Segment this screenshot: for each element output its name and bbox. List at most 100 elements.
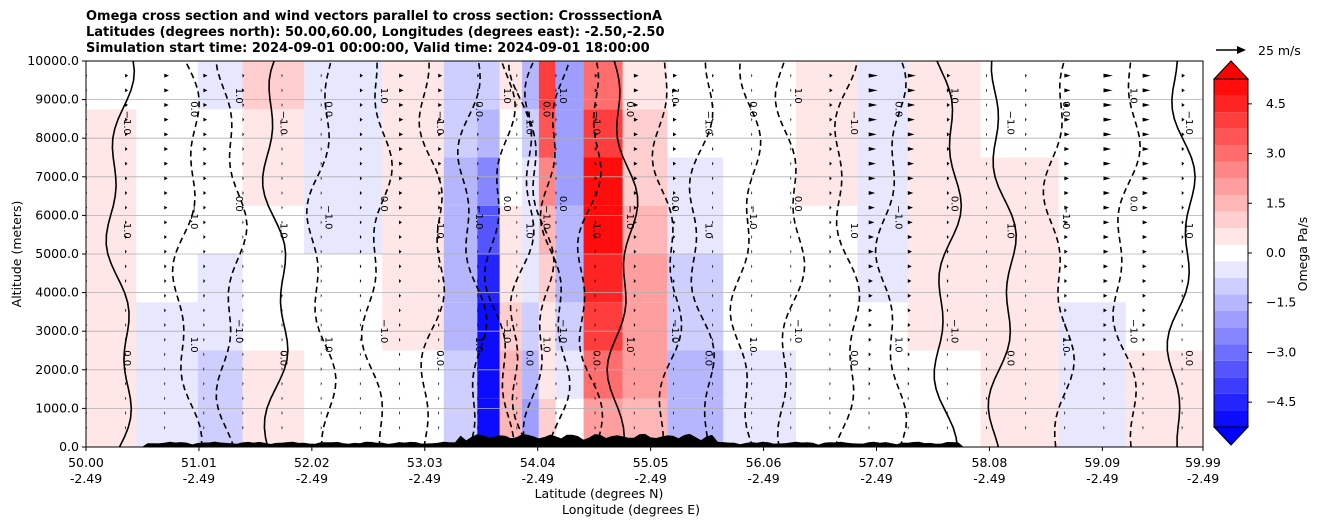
wind-vector bbox=[1142, 337, 1145, 342]
omega-cell bbox=[382, 398, 444, 447]
wind-vector bbox=[203, 352, 205, 357]
wind-vector bbox=[516, 264, 518, 269]
wind-vector bbox=[868, 73, 879, 78]
title-line-1: Omega cross section and wind vectors par… bbox=[86, 9, 663, 24]
contour-label: −1.0 bbox=[473, 205, 484, 229]
wind-vector bbox=[751, 249, 753, 254]
omega-cell bbox=[583, 205, 623, 254]
wind-vector bbox=[399, 147, 403, 152]
contour-label: 1.0 bbox=[1060, 337, 1071, 353]
wind-vector bbox=[1103, 264, 1109, 269]
wind-vector bbox=[633, 323, 636, 328]
wind-vector bbox=[1025, 191, 1027, 196]
wind-vector bbox=[281, 132, 283, 137]
colorbar-segment bbox=[1214, 145, 1248, 162]
wind-vector bbox=[1103, 176, 1111, 181]
wind-vector bbox=[712, 264, 714, 269]
wind-vector bbox=[281, 337, 283, 342]
wind-vector bbox=[712, 176, 714, 181]
x-tick-label-lon: -2.49 bbox=[296, 471, 328, 486]
wind-vector bbox=[986, 88, 988, 93]
wind-vector bbox=[555, 264, 557, 269]
omega-cell bbox=[86, 157, 137, 206]
wind-vector bbox=[1064, 132, 1070, 137]
wind-vector bbox=[673, 337, 675, 342]
wind-vector bbox=[125, 279, 127, 284]
wind-vector bbox=[986, 117, 988, 122]
wind-vector bbox=[477, 425, 479, 430]
contour-label: 1.0 bbox=[948, 88, 959, 104]
wind-vector bbox=[946, 176, 950, 181]
wind-vector bbox=[1142, 411, 1144, 416]
x-tick-label-lat: 58.08 bbox=[972, 455, 1008, 470]
wind-vector bbox=[242, 337, 244, 342]
wind-vector bbox=[399, 176, 403, 181]
wind-vector bbox=[320, 103, 322, 108]
wind-vector bbox=[516, 132, 518, 137]
omega-cell bbox=[522, 157, 539, 206]
x-axis: 50.00-2.4951.01-2.4952.02-2.4953.03-2.49… bbox=[68, 447, 1221, 486]
wind-vector bbox=[203, 73, 208, 78]
wind-vector bbox=[125, 176, 128, 181]
wind-vector bbox=[673, 205, 676, 210]
wind-vector bbox=[946, 279, 949, 284]
contour-label: 1.0 bbox=[669, 88, 680, 104]
wind-vector bbox=[399, 235, 402, 240]
colorbar-segment bbox=[1214, 261, 1248, 278]
contour-line bbox=[576, 61, 604, 447]
wind-vector bbox=[829, 176, 832, 181]
wind-vector bbox=[790, 308, 792, 313]
omega-cell bbox=[980, 350, 1059, 399]
wind-vector bbox=[242, 367, 244, 372]
wind-vector bbox=[868, 425, 870, 430]
wind-vector bbox=[790, 381, 792, 386]
wind-vector bbox=[477, 264, 479, 269]
wind-vector bbox=[868, 411, 870, 416]
contour-label: 1.0 bbox=[747, 337, 758, 353]
y-tick-label: 6000.0 bbox=[35, 207, 79, 222]
wind-vector bbox=[946, 220, 949, 225]
omega-cell bbox=[723, 254, 797, 303]
wind-vector bbox=[673, 367, 675, 372]
wind-vector bbox=[594, 117, 598, 122]
contour-label: −1.0 bbox=[792, 319, 803, 343]
wind-vector bbox=[946, 264, 949, 269]
omega-cell bbox=[304, 254, 383, 303]
contour-label: 1.0 bbox=[848, 223, 859, 239]
wind-vector bbox=[751, 367, 753, 372]
wind-vector bbox=[1142, 220, 1148, 225]
contour-label: −1.0 bbox=[948, 319, 959, 343]
wind-vector bbox=[1103, 249, 1109, 254]
y-tick-label: 5000.0 bbox=[35, 246, 79, 261]
wind-vector bbox=[907, 103, 916, 108]
omega-cell bbox=[622, 157, 668, 206]
wind-vector bbox=[673, 352, 675, 357]
wind-vector bbox=[751, 308, 753, 313]
wind-vector bbox=[790, 337, 792, 342]
wind-vector bbox=[555, 88, 557, 93]
wind-vector bbox=[125, 264, 127, 269]
wind-vector bbox=[242, 220, 244, 225]
omega-cell bbox=[197, 302, 243, 351]
wind-vector bbox=[986, 161, 988, 166]
wind-vector bbox=[986, 147, 988, 152]
wind-vector bbox=[633, 147, 638, 152]
wind-vector bbox=[751, 147, 753, 152]
wind-vector bbox=[829, 88, 833, 93]
wind-vector bbox=[946, 425, 948, 430]
wind-vector bbox=[986, 425, 988, 430]
wind-vector bbox=[281, 235, 283, 240]
wind-vector bbox=[907, 293, 912, 298]
wind-vector bbox=[594, 73, 598, 78]
wind-vector bbox=[868, 396, 870, 401]
contour-label: 0.0 bbox=[948, 196, 959, 212]
wind-vector bbox=[1181, 249, 1184, 254]
wind-vector bbox=[986, 176, 988, 181]
contour-label: 0.0 bbox=[1127, 196, 1138, 212]
wind-vector bbox=[477, 352, 479, 357]
wind-vector bbox=[1064, 293, 1067, 298]
omega-cell bbox=[304, 350, 383, 399]
wind-vector bbox=[242, 73, 245, 78]
contour-line bbox=[305, 61, 337, 447]
wind-vector bbox=[516, 249, 518, 254]
